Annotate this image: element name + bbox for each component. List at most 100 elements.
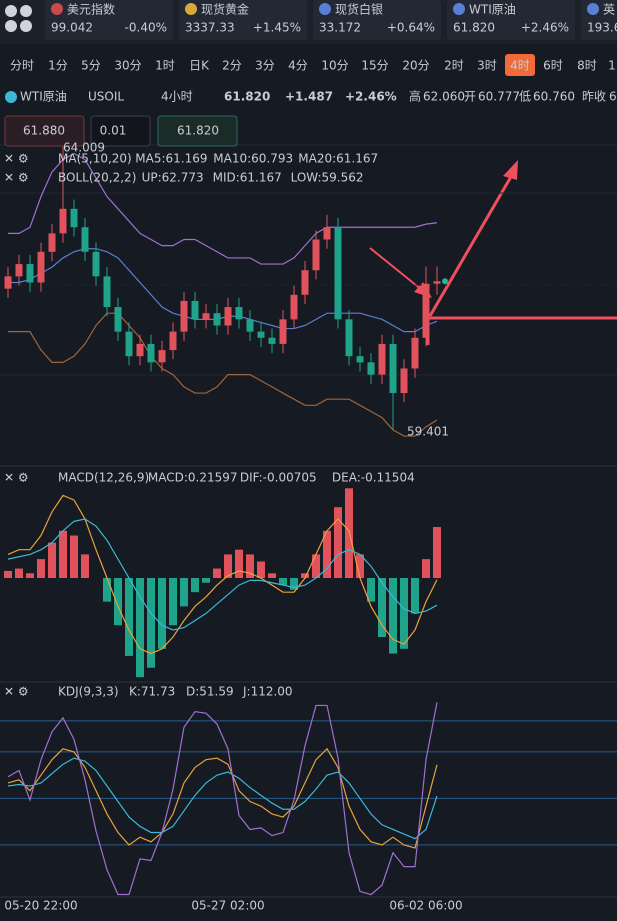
ticker-icon: [51, 3, 63, 15]
macd-bar: [169, 578, 177, 626]
period-tab[interactable]: 1时: [155, 59, 175, 73]
candle-body: [37, 251, 45, 283]
period-tab[interactable]: 2分: [222, 59, 242, 73]
candle-body: [125, 331, 133, 357]
period-tab[interactable]: 4时: [510, 59, 530, 73]
period-tab[interactable]: 8时: [577, 59, 597, 73]
period-tab[interactable]: 4分: [288, 59, 308, 73]
candle-body: [202, 313, 210, 320]
ticker-change: -0.40%: [125, 21, 167, 35]
macd-bar: [323, 530, 331, 579]
macd-bar: [180, 578, 188, 607]
ticker-name: 英: [603, 3, 615, 17]
macd-bar: [147, 578, 155, 668]
period-tab[interactable]: 20分: [402, 59, 429, 73]
legend-item: LOW:59.562: [291, 171, 364, 185]
legend-item: DEA:-0.11504: [332, 471, 415, 485]
candle-body: [213, 313, 221, 326]
candle-body: [180, 300, 188, 332]
ticker-icon: [453, 3, 465, 15]
indicator-line: [8, 248, 438, 333]
indicator-line: [7, 702, 438, 896]
candle-body: [246, 319, 254, 332]
period-tab[interactable]: 1分: [48, 59, 68, 73]
symbol-name: WTI原油: [20, 90, 67, 104]
period-tab[interactable]: 15分: [361, 59, 388, 73]
legend-item: DIF:-0.00705: [240, 471, 317, 485]
macd-bar: [246, 554, 254, 579]
x-tick-label: 06-02 06:00: [389, 899, 462, 913]
symbol-period: 4小时: [161, 90, 193, 104]
candle-body: [367, 362, 375, 375]
macd-bar: [400, 578, 408, 649]
macd-bar: [125, 578, 133, 656]
lot-box[interactable]: [90, 115, 151, 147]
candle-body: [356, 356, 364, 363]
legend-title: MA(5,10,20): [58, 152, 132, 166]
menu-icon[interactable]: [5, 5, 32, 32]
macd-bar: [202, 578, 210, 583]
legend-icons: ✕ ⚙: [4, 685, 29, 699]
macd-bar: [4, 570, 12, 579]
legend-item: K:71.73: [129, 685, 175, 699]
period-tab[interactable]: 5分: [81, 59, 101, 73]
macd-bar: [411, 578, 419, 614]
candle-body: [70, 208, 78, 228]
symbol-low-label: 低: [519, 90, 531, 104]
period-tab[interactable]: 3时: [477, 59, 497, 73]
period-tab[interactable]: 3分: [255, 59, 275, 73]
indicator-line: [8, 152, 438, 265]
legend-item: J:112.00: [242, 685, 293, 699]
ticker-card[interactable]: [447, 0, 575, 40]
legend-icons: ✕ ⚙: [4, 152, 29, 166]
period-tab[interactable]: 6时: [543, 59, 563, 73]
candle-body: [103, 276, 111, 308]
legend-item: MACD:0.21597: [148, 471, 238, 485]
macd-bar: [15, 568, 23, 579]
candle-body: [400, 368, 408, 394]
ticker-card[interactable]: [45, 0, 173, 40]
candle-body: [378, 343, 386, 375]
symbol-high-label: 高: [409, 89, 421, 104]
period-tab[interactable]: 日K: [189, 59, 210, 73]
period-tab[interactable]: 10分: [321, 59, 348, 73]
period-tab[interactable]: 2时: [444, 59, 464, 73]
legend-title: KDJ(9,3,3): [58, 685, 119, 699]
candle-body: [4, 276, 12, 289]
candle-body: [15, 264, 23, 277]
candle-body: [136, 343, 144, 357]
candle-body: [268, 337, 276, 344]
sell-box[interactable]: [4, 115, 85, 147]
candle-body: [48, 233, 56, 252]
period-tab[interactable]: 30分: [114, 59, 141, 73]
candle-body: [169, 331, 177, 351]
ticker-change: +1.45%: [253, 21, 301, 35]
ticker-price: 3337.33: [185, 21, 235, 35]
symbol-prev: 60: [609, 90, 617, 104]
candle-body: [26, 264, 34, 283]
macd-bar: [59, 530, 67, 579]
buy-box[interactable]: [157, 115, 238, 147]
candle-body: [114, 307, 122, 332]
period-tab[interactable]: 分时: [10, 59, 34, 73]
macd-bar: [334, 507, 342, 579]
macd-bar: [312, 554, 320, 579]
candle-body: [345, 319, 353, 357]
ticker-price: 33.172: [319, 21, 361, 35]
ticker-price: 61.820: [453, 21, 495, 35]
candle-body: [81, 227, 89, 252]
macd-bar: [367, 578, 375, 602]
legend-icons: ✕ ⚙: [4, 171, 29, 185]
candle-body: [92, 251, 100, 277]
macd-bar: [378, 578, 386, 638]
period-tab[interactable]: 1: [608, 59, 616, 73]
candle-body: [224, 307, 232, 326]
candle-body: [323, 227, 331, 240]
symbol-open: 60.777: [478, 90, 520, 104]
ticker-card[interactable]: [179, 0, 307, 40]
legend-title: BOLL(20,2,2): [58, 171, 136, 185]
ticker-icon: [319, 3, 331, 15]
ticker-card[interactable]: [313, 0, 441, 40]
low-annotation: 59.401: [407, 424, 449, 438]
symbol-price: 61.820: [224, 90, 270, 104]
